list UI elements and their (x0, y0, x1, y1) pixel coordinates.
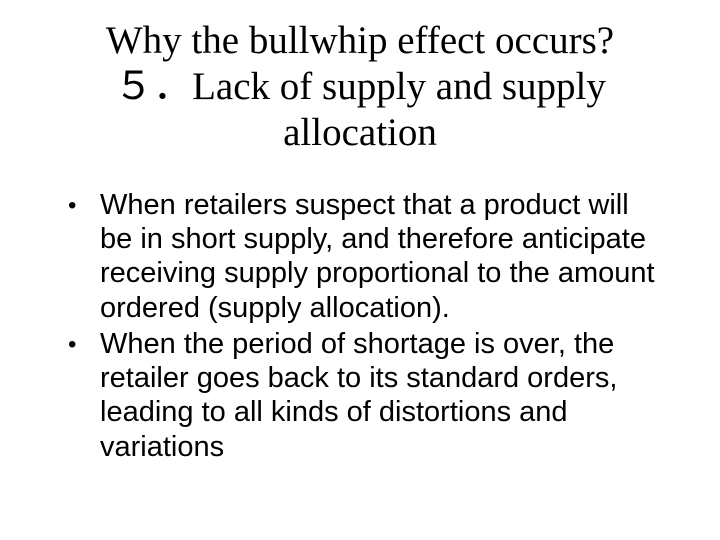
slide-title: Why the bullwhip effect occurs? ５．Lack o… (50, 18, 670, 156)
list-item: • When retailers suspect that a product … (68, 188, 660, 325)
slide-container: Why the bullwhip effect occurs? ５．Lack o… (0, 0, 720, 540)
bullet-icon: • (68, 327, 100, 359)
title-line-1: Why the bullwhip effect occurs? (106, 19, 614, 62)
bullet-text: When retailers suspect that a product wi… (100, 188, 660, 325)
title-line-2: ５．Lack of supply and supply (114, 65, 606, 108)
bullet-text: When the period of shortage is over, the… (100, 327, 660, 464)
list-item: • When the period of shortage is over, t… (68, 327, 660, 464)
bullet-icon: • (68, 188, 100, 220)
slide-content: • When retailers suspect that a product … (50, 188, 670, 464)
title-line-3: allocation (283, 111, 437, 154)
